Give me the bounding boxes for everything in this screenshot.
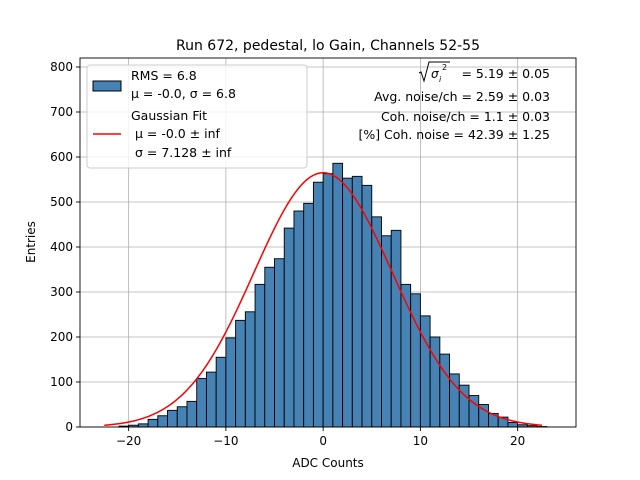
histogram-bar [293, 210, 305, 428]
legend-fit-label-mu: μ = -0.0 ± inf [131, 126, 221, 141]
histogram-bar [147, 418, 159, 428]
histogram-bar [215, 356, 227, 428]
coh-noise-pct-text: [%] Coh. noise = 42.39 ± 1.25 [358, 127, 550, 142]
histogram-bar [157, 415, 168, 428]
y-tick-label: 300 [50, 285, 73, 299]
x-tick-label: −10 [213, 434, 238, 448]
y-tick-label: 800 [50, 60, 73, 74]
histogram-bar [371, 216, 382, 428]
legend-hist-swatch [92, 80, 122, 92]
y-tick-label: 400 [50, 240, 73, 254]
histogram-bar [254, 283, 266, 428]
legend-hist-label-rms: RMS = 6.8 [131, 68, 197, 83]
y-axis-label: Entries [24, 221, 38, 263]
x-tick-label: −20 [116, 434, 141, 448]
histogram-bar [429, 336, 441, 428]
sqrt-radical-icon [418, 61, 450, 83]
svg-text:2: 2 [442, 63, 447, 72]
histogram-bar [225, 337, 237, 428]
histogram-bar [507, 422, 519, 428]
noise-annotations: σ i 2 = 5.19 ± 0.05 Avg. noise/ch = 2.59… [358, 61, 550, 142]
histogram-bar [449, 373, 460, 428]
histogram-bar [342, 177, 353, 428]
histogram-bar [167, 409, 178, 428]
histogram-bar [264, 266, 275, 428]
histogram-bar [137, 423, 149, 428]
y-tick-label: 100 [50, 375, 73, 389]
avg-noise-text: Avg. noise/ch = 2.59 ± 0.03 [374, 89, 550, 104]
histogram-bar [312, 181, 324, 428]
histogram-bar [283, 227, 295, 428]
legend-box [86, 64, 308, 169]
svg-text:i: i [439, 75, 442, 84]
y-tick-label: 200 [50, 330, 73, 344]
legend: RMS = 6.8 μ = -0.0, σ = 6.8 Gaussian Fit… [86, 64, 308, 169]
histogram-bar [332, 162, 344, 428]
histogram-bar [186, 400, 198, 428]
y-tick-label: 500 [50, 195, 73, 209]
histogram-bar [196, 377, 207, 428]
x-tick-label: 10 [413, 434, 428, 448]
histogram-bar [439, 353, 451, 428]
histogram-bar [274, 258, 285, 428]
sqrt-sigma-symbol: σ i 2 [418, 61, 450, 84]
histogram-bar [322, 173, 334, 428]
histogram-bar [361, 184, 373, 428]
histogram-bar [244, 311, 256, 428]
histogram-bar [400, 283, 412, 428]
histogram-bar [390, 229, 402, 428]
x-axis-label: ADC Counts [292, 456, 364, 470]
plot-frame [79, 57, 577, 428]
histogram-bar [419, 315, 431, 428]
histogram-bar [176, 406, 188, 428]
y-tick-label: 700 [50, 105, 73, 119]
svg-text:σ: σ [431, 67, 439, 81]
histogram-bar [205, 371, 217, 428]
coh-noise-text: Coh. noise/ch = 1.1 ± 0.03 [381, 109, 550, 124]
chart-title: Run 672, pedestal, lo Gain, Channels 52-… [176, 38, 480, 54]
x-tick-label: 0 [319, 434, 327, 448]
legend-fit-label-sigma: σ = 7.128 ± inf [131, 145, 232, 160]
histogram-bar [351, 175, 363, 428]
legend-fit-label-name: Gaussian Fit [131, 108, 207, 123]
histogram-bars [118, 162, 548, 428]
histogram-bar [303, 202, 314, 428]
y-tick-label: 600 [50, 150, 73, 164]
x-tick-label: 20 [510, 434, 525, 448]
y-tick-label: 0 [65, 420, 73, 434]
histogram-bar [235, 319, 246, 428]
histogram-bar [381, 235, 392, 428]
legend-hist-label-stats: μ = -0.0, σ = 6.8 [131, 86, 236, 101]
sqrt-sigma-value: = 5.19 ± 0.05 [457, 66, 550, 81]
gaussian-fit-curve [104, 171, 543, 427]
